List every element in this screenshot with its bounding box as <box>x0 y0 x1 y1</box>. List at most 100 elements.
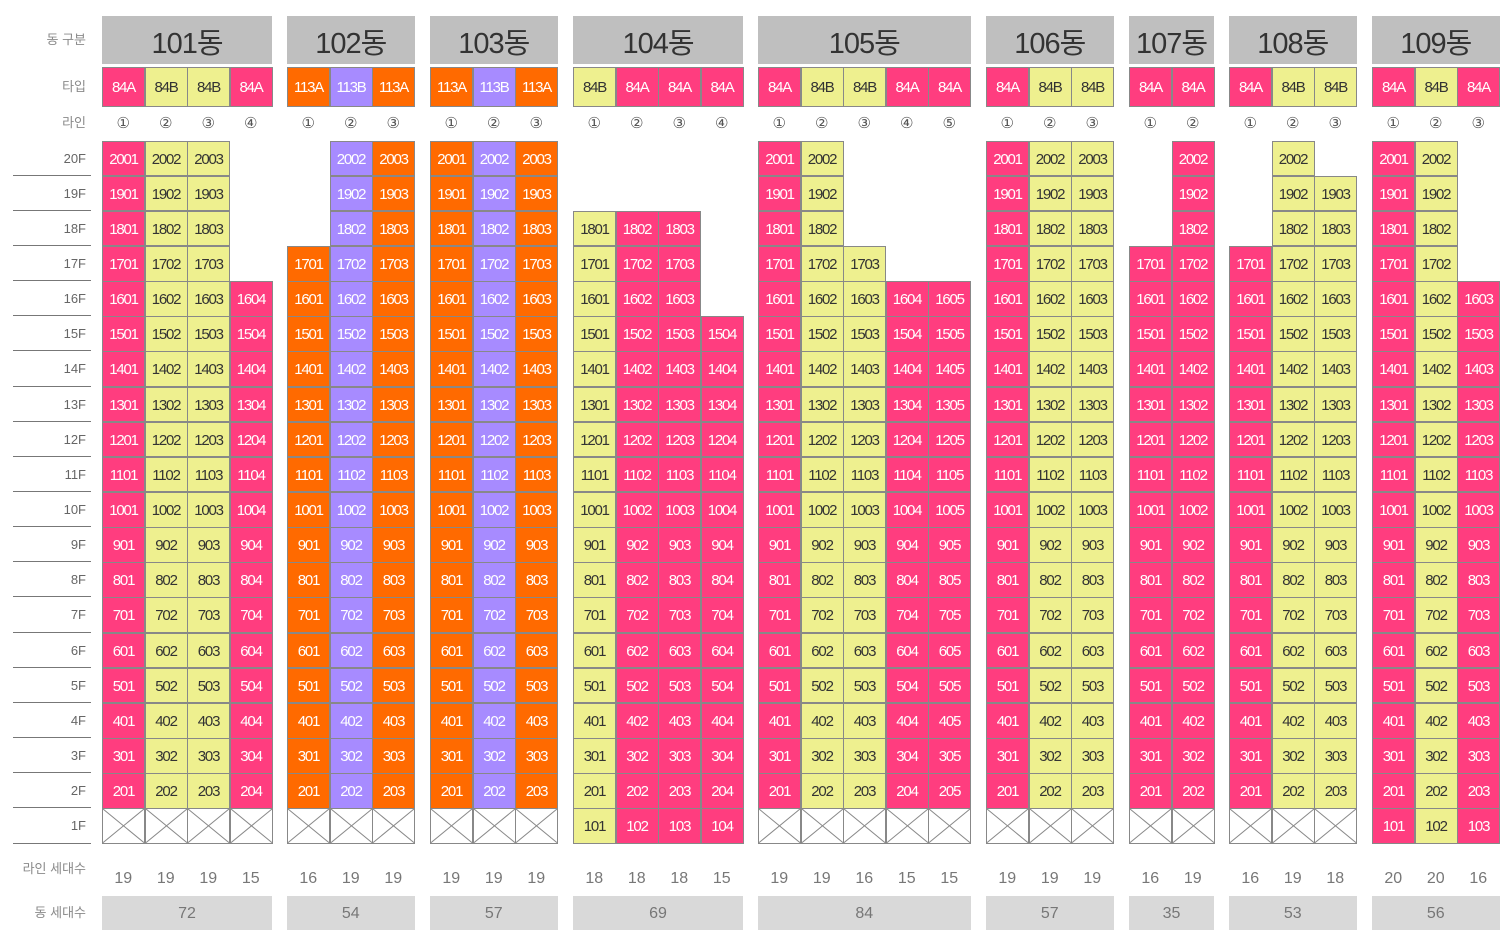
unit-cell: 202 <box>800 773 844 809</box>
unit-cell: 503 <box>1457 667 1500 704</box>
line-unit-count: 18 <box>585 870 604 887</box>
unit-cell: 1003 <box>372 492 415 528</box>
unit-cell: 201 <box>1129 773 1172 809</box>
unit-cell: 201 <box>430 773 473 809</box>
unit-cell: 1603 <box>1314 281 1357 317</box>
floor-divider <box>13 737 91 739</box>
empty-unit-cell <box>928 808 971 844</box>
unit-cell: 803 <box>515 562 558 598</box>
unit-cell: 1102 <box>1171 456 1215 493</box>
unit-cell: 1503 <box>1457 316 1500 352</box>
unit-cell: 1501 <box>102 316 145 352</box>
unit-cell: 2002 <box>329 140 373 177</box>
unit-cell: 2001 <box>430 140 473 177</box>
unit-cell: 1502 <box>615 316 659 352</box>
line-number: ① <box>1386 115 1400 132</box>
unit-cell: 1402 <box>1028 351 1072 388</box>
unit-cell: 303 <box>515 738 558 774</box>
line-number: ① <box>116 115 130 132</box>
unit-cell: 1902 <box>144 175 188 212</box>
unit-cell: 204 <box>885 773 929 809</box>
unit-cell: 602 <box>144 632 188 669</box>
unit-cell: 1501 <box>758 316 801 352</box>
floor-label: 16F <box>63 291 86 307</box>
unit-cell: 602 <box>329 632 373 669</box>
unit-cell: 503 <box>1071 667 1114 704</box>
floor-divider <box>13 526 91 528</box>
unit-cell: 1202 <box>1414 421 1458 458</box>
unit-cell: 903 <box>187 527 230 563</box>
unit-cell: 302 <box>1171 738 1215 774</box>
floor-divider <box>13 420 91 422</box>
unit-cell: 2001 <box>758 140 801 177</box>
unit-cell: 402 <box>1271 702 1315 739</box>
unit-cell: 1002 <box>615 492 659 528</box>
unit-cell: 501 <box>430 667 473 704</box>
line-number: ③ <box>672 115 686 132</box>
line-number: ② <box>630 115 644 132</box>
unit-cell: 1103 <box>843 456 886 493</box>
unit-cell: 202 <box>472 773 516 809</box>
building-row-label: 동 구분 <box>46 32 87 47</box>
unit-cell: 1502 <box>472 316 516 352</box>
unit-cell: 102 <box>1414 808 1458 844</box>
unit-cell: 1403 <box>843 351 886 388</box>
line-unit-count: 19 <box>384 870 403 887</box>
unit-cell: 1302 <box>1414 386 1458 423</box>
unit-cell: 1703 <box>1071 245 1114 282</box>
unit-cell: 801 <box>430 562 473 598</box>
unit-cell: 903 <box>372 527 415 563</box>
unit-cell: 901 <box>287 527 330 563</box>
unit-cell: 901 <box>758 527 801 563</box>
unit-cell: 1702 <box>615 245 659 282</box>
unit-cell: 403 <box>187 702 230 739</box>
unit-cell: 1002 <box>144 492 188 528</box>
unit-cell: 1001 <box>986 492 1029 528</box>
unit-cell: 2002 <box>472 140 516 177</box>
unit-cell: 604 <box>700 632 744 669</box>
unit-cell: 1301 <box>986 386 1029 423</box>
unit-cell: 902 <box>472 527 516 563</box>
unit-cell: 304 <box>700 738 744 774</box>
line-unit-count: 15 <box>241 870 260 887</box>
unit-cell: 1202 <box>1171 421 1215 458</box>
unit-cell: 1501 <box>1129 316 1172 352</box>
line-unit-count: 19 <box>527 870 546 887</box>
unit-cell: 702 <box>615 597 659 634</box>
unit-cell: 1803 <box>372 210 415 247</box>
unit-cell: 1702 <box>1414 245 1458 282</box>
unit-cell: 1603 <box>372 281 415 317</box>
unit-cell: 603 <box>1457 632 1500 669</box>
unit-cell: 1003 <box>187 492 230 528</box>
floor-divider <box>13 209 91 211</box>
unit-cell: 1501 <box>1229 316 1272 352</box>
unit-cell: 1602 <box>1414 281 1458 317</box>
unit-cell: 603 <box>187 632 230 669</box>
line-unit-count: 19 <box>770 870 789 887</box>
building-unit-total: 56 <box>1372 896 1500 930</box>
unit-cell: 1602 <box>1171 281 1215 317</box>
unit-cell: 1703 <box>187 245 230 282</box>
unit-cell: 1401 <box>573 351 616 388</box>
unit-cell: 704 <box>229 597 273 634</box>
unit-cell: 1104 <box>229 456 273 493</box>
unit-cell: 802 <box>615 562 659 598</box>
unit-cell: 302 <box>472 738 516 774</box>
unit-cell: 1903 <box>515 175 558 212</box>
floor-divider <box>13 385 91 387</box>
unit-cell: 1202 <box>615 421 659 458</box>
unit-cell: 2003 <box>515 140 558 177</box>
unit-cell: 2002 <box>144 140 188 177</box>
line-number: ① <box>444 115 458 132</box>
unit-cell: 803 <box>187 562 230 598</box>
unit-cell: 602 <box>472 632 516 669</box>
building-header: 103동 <box>430 16 558 64</box>
unit-cell: 1104 <box>700 456 744 493</box>
floor-label: 1F <box>70 818 86 834</box>
unit-cell: 1701 <box>1129 245 1172 282</box>
line-number: ② <box>1043 115 1057 132</box>
unit-cell: 1103 <box>515 456 558 493</box>
unit-cell: 701 <box>758 597 801 634</box>
line-number: ③ <box>386 115 400 132</box>
unit-cell: 1802 <box>144 210 188 247</box>
